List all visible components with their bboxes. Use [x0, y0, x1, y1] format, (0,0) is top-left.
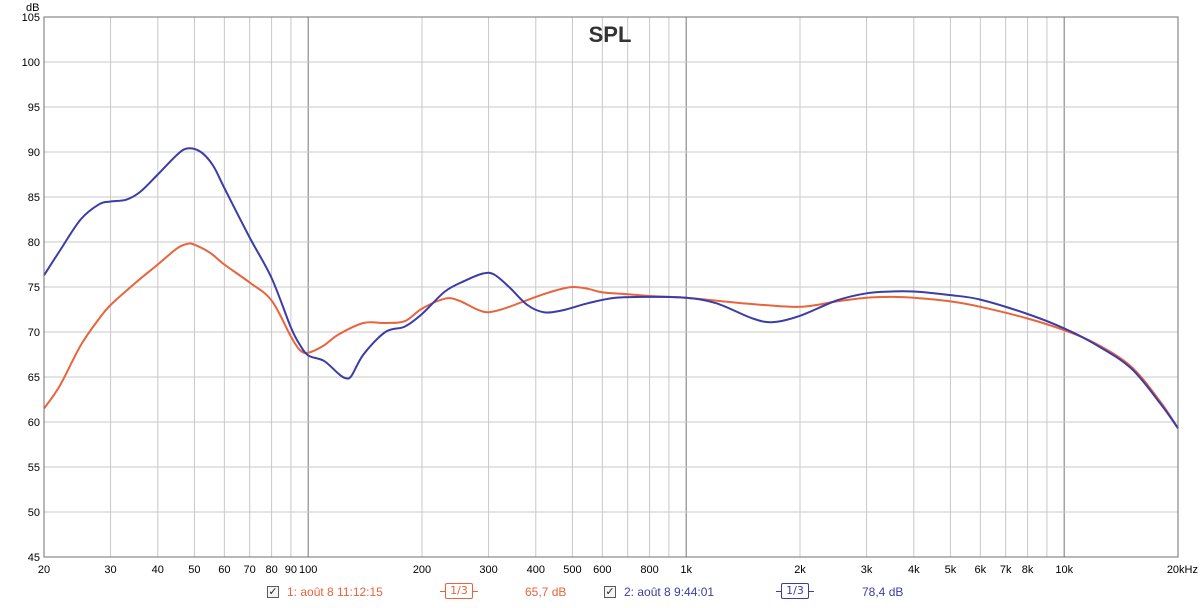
- legend-series-2: ✓ 2: août 8 9:44:01: [604, 585, 714, 599]
- y-tick-label: 100: [22, 57, 40, 69]
- y-tick-label: 90: [28, 147, 40, 159]
- x-tick-label: 6k: [975, 564, 987, 576]
- series-1-checkbox[interactable]: ✓: [267, 585, 279, 598]
- y-tick-label: 60: [28, 417, 40, 429]
- x-tick-label: 4k: [908, 564, 920, 576]
- series-2-checkbox[interactable]: ✓: [604, 585, 616, 598]
- chart-title: SPL: [589, 22, 632, 47]
- legend-series-1: ✓ 1: août 8 11:12:15: [267, 585, 383, 599]
- y-tick-label: 55: [28, 462, 40, 474]
- x-tick-label: 70: [244, 564, 256, 576]
- axis-labels: 45 50 55 60 65 70 75 80 85 90 95 100 105 20 30 40 50 60 70…: [22, 12, 1198, 576]
- series-line-2: [43, 147, 1179, 429]
- x-tick-label: 5k: [945, 564, 957, 576]
- spl-chart: 45 50 55 60 65 70 75 80 85 90 95 100 105 20 30 40 50 60 70…: [22, 2, 1198, 576]
- chart-grid: [44, 16, 1178, 558]
- x-tick-label: 40: [152, 564, 164, 576]
- y-tick-label: 70: [28, 327, 40, 339]
- x-tick-label: 2k: [794, 564, 806, 576]
- x-tick-label: 3k: [861, 564, 873, 576]
- x-tick-label: 50: [188, 564, 200, 576]
- x-tick-label: 90: [285, 564, 297, 576]
- x-tick-label: 60: [218, 564, 230, 576]
- series-2-smoothing-button[interactable]: 1/3: [776, 582, 814, 600]
- chart-series: [43, 147, 1179, 429]
- plot-frame: [43, 16, 1179, 558]
- x-tick-label: 10k: [1055, 564, 1073, 576]
- series-1-label: 1: août 8 11:12:15: [287, 585, 383, 599]
- x-tick-label: 200: [413, 564, 431, 576]
- y-tick-label: 50: [28, 507, 40, 519]
- legend-bar: ✓ 1: août 8 11:12:15 1/3 65,7 dB ✓ 2: ao…: [0, 580, 1200, 606]
- x-tick-label: 600: [593, 564, 611, 576]
- y-tick-label: 75: [28, 282, 40, 294]
- series-2-level: 78,4 dB: [862, 585, 904, 599]
- x-tick-label: 20: [38, 564, 50, 576]
- y-tick-label: 85: [28, 192, 40, 204]
- y-tick-label: 45: [28, 552, 40, 564]
- x-tick-label: 300: [479, 564, 497, 576]
- x-tick-label: 100: [299, 564, 317, 576]
- y-axis-unit-label: dB: [26, 2, 39, 14]
- x-tick-label: 500: [563, 564, 581, 576]
- y-tick-label: 80: [28, 237, 40, 249]
- series-2-label: 2: août 8 9:44:01: [624, 585, 715, 599]
- y-tick-label: 105: [22, 12, 40, 24]
- series-1-level: 65,7 dB: [525, 585, 567, 599]
- x-tick-label: 800: [640, 564, 658, 576]
- x-tick-label: 30: [104, 564, 116, 576]
- series-1-smoothing-button[interactable]: 1/3: [440, 582, 478, 600]
- series-2-smoothing-value: 1/3: [781, 583, 809, 599]
- y-tick-label: 65: [28, 372, 40, 384]
- x-tick-label: 20kHz: [1167, 564, 1198, 576]
- x-tick-label: 7k: [1000, 564, 1012, 576]
- series-line-1: [43, 242, 1179, 429]
- x-tick-label: 8k: [1022, 564, 1034, 576]
- x-tick-label: 1k: [680, 564, 692, 576]
- y-tick-label: 95: [28, 102, 40, 114]
- x-tick-label: 400: [527, 564, 545, 576]
- series-1-smoothing-value: 1/3: [445, 583, 473, 599]
- x-tick-label: 80: [265, 564, 277, 576]
